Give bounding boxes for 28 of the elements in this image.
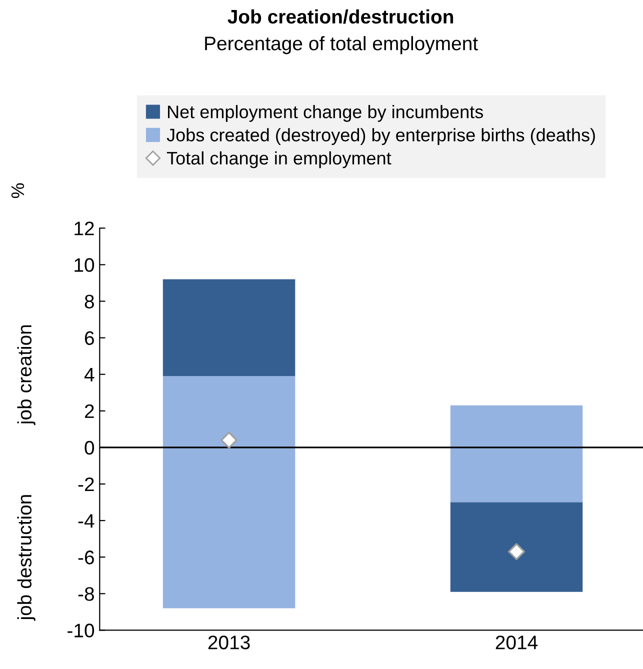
bar: [162, 279, 296, 376]
chart-title: Job creation/destruction: [228, 9, 454, 24]
bar: [450, 447, 583, 502]
y-tick-label: 0: [84, 440, 94, 455]
y-tick-label: 12: [74, 222, 94, 236]
x-tick-label: 2013: [208, 636, 250, 650]
y-tick-label: 4: [84, 368, 94, 382]
y-tick-label: 10: [74, 258, 94, 272]
y-tick-label: -8: [78, 587, 94, 601]
y-tick-label: -2: [78, 477, 94, 492]
text: job destruction: [17, 495, 36, 621]
legend-label: Total change in employment: [166, 151, 392, 168]
bar: [162, 376, 296, 448]
legend-label: Net employment change by incumbents: [168, 105, 484, 122]
y-tick-label: 6: [84, 331, 94, 346]
y-tick-label: 8: [84, 294, 94, 308]
bar: [450, 405, 583, 448]
y-tick-label: -6: [78, 550, 94, 564]
legend-label: Jobs created (destroyed) by enterprise births (deaths): [166, 128, 595, 146]
y-tick-label: -10: [68, 624, 94, 638]
bar: [450, 502, 583, 592]
y-axis-title: %: [11, 183, 24, 198]
y-tick-label: 2: [84, 404, 94, 418]
y-tick-label: -4: [78, 514, 94, 528]
bar: [162, 447, 296, 608]
chart-subtitle: Percentage of total employment: [205, 36, 478, 54]
x-tick-label: 2014: [496, 636, 538, 650]
text: job creation: [17, 325, 36, 426]
